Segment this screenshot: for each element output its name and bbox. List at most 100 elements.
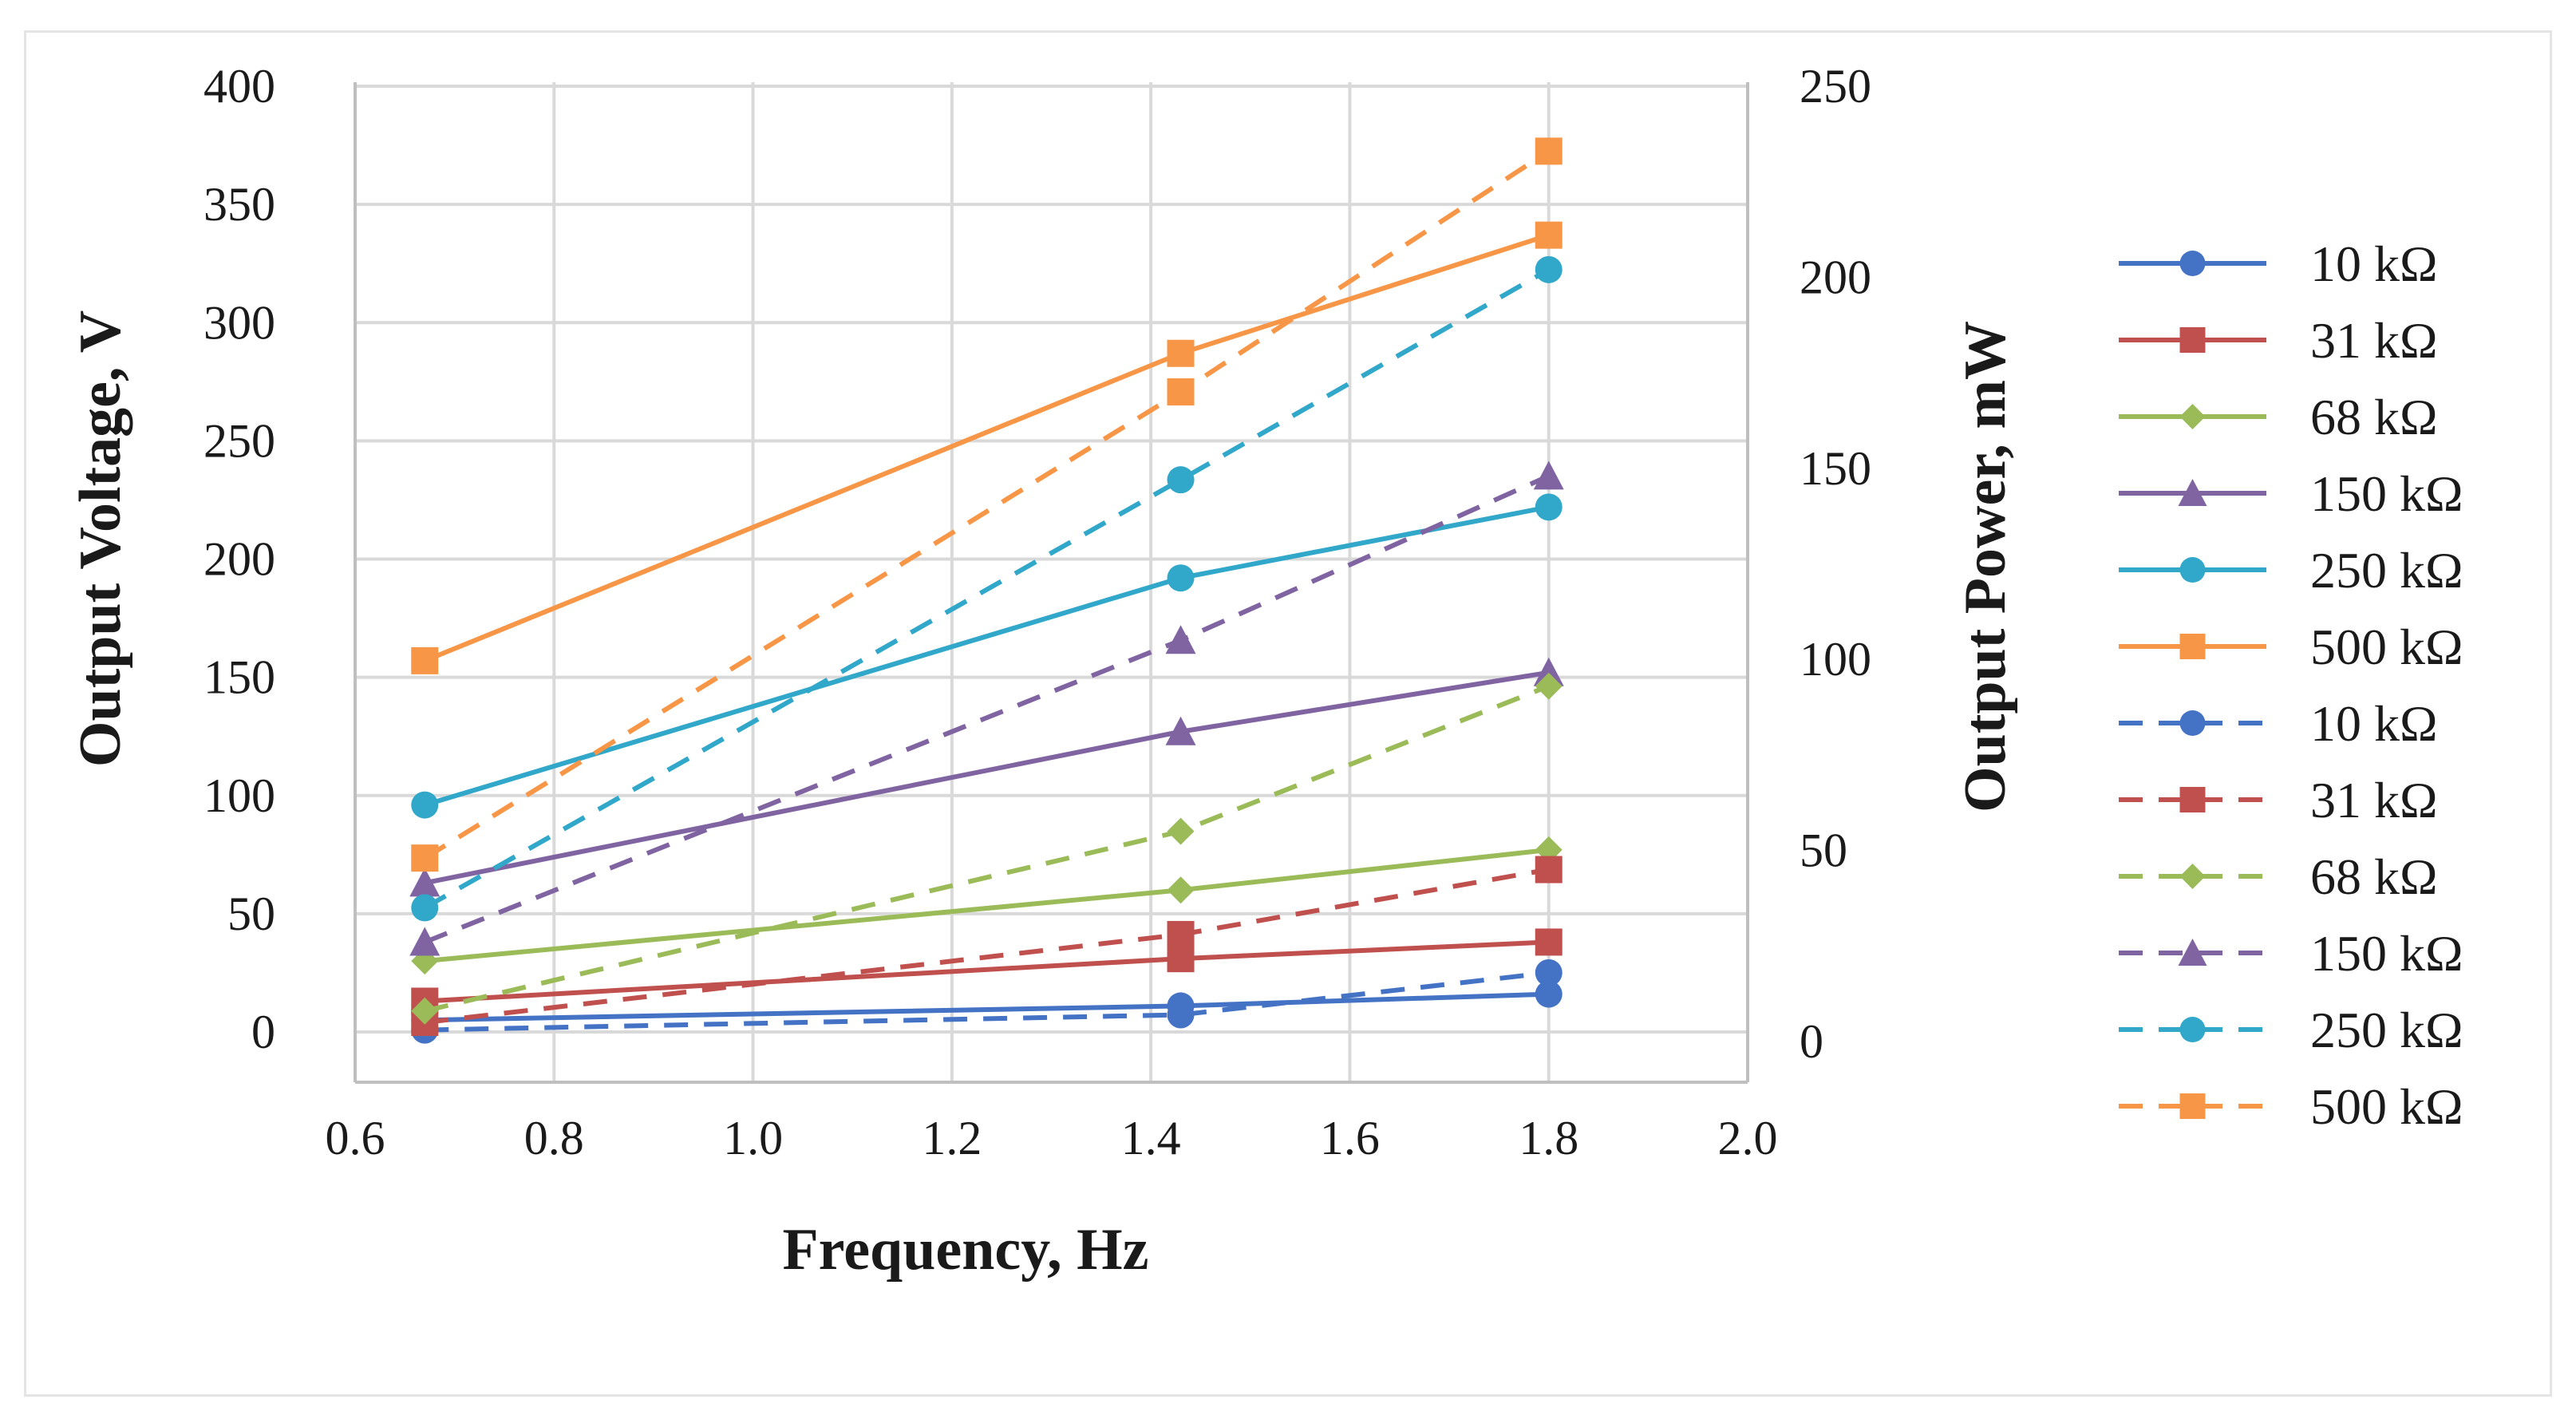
data-point: [1167, 920, 1195, 948]
legend-label: 150 kΩ: [2310, 925, 2463, 982]
legend-label: 10 kΩ: [2310, 235, 2438, 292]
data-point: [411, 894, 439, 922]
legend-entry: 500 kΩ: [2119, 1078, 2463, 1135]
y-tick-label: 350: [203, 178, 275, 231]
legend-swatch-marker: [2179, 327, 2206, 353]
legend-swatch-marker: [2179, 787, 2206, 812]
data-point: [1535, 137, 1563, 165]
legend-swatch-marker: [2179, 1017, 2206, 1042]
series-8: [411, 672, 1563, 1025]
series-line: [423, 267, 1551, 911]
y-axis-title: Output Voltage, V: [68, 310, 133, 767]
x-axis-title: Frequency, Hz: [782, 1217, 1148, 1283]
legend-entry: 250 kΩ: [2119, 542, 2463, 599]
legend-swatch-marker: [2179, 404, 2206, 429]
series-11: [411, 137, 1563, 872]
legend-label: 31 kΩ: [2310, 772, 2438, 828]
series-line: [424, 847, 1550, 964]
data-point: [411, 646, 439, 674]
y-tick-label: 0: [251, 1006, 275, 1058]
legend-entry: 31 kΩ: [2119, 772, 2438, 828]
legend: 10 kΩ 31 kΩ 68 kΩ 150 kΩ 250 kΩ 500 kΩ 10 kΩ 31…: [2119, 235, 2463, 1135]
data-point: [1535, 959, 1563, 986]
axes: 0.6 0.8 1.0 1.2 1.4 1.6 1.8 2.0 0 50 100 150 200 250 3…: [203, 60, 1871, 1164]
x-tick-label: 1.2: [922, 1112, 982, 1164]
legend-swatch-marker: [2178, 479, 2207, 506]
x-tick-label: 1.0: [723, 1112, 783, 1164]
series-line: [425, 991, 1549, 1023]
data-point: [1167, 876, 1195, 904]
legend-entry: 500 kΩ: [2119, 619, 2463, 675]
x-tick-label: 0.6: [326, 1112, 385, 1164]
data-point: [1167, 817, 1195, 845]
data-point: [1535, 980, 1563, 1008]
y-tick-label: 150: [203, 651, 275, 704]
legend-entry: 150 kΩ: [2119, 925, 2463, 982]
legend-label: 68 kΩ: [2310, 389, 2438, 445]
legend-entry: 10 kΩ: [2119, 695, 2438, 752]
y2-tick-label: 150: [1800, 442, 1871, 495]
data-point: [409, 868, 441, 897]
data-point: [411, 844, 439, 872]
y2-tick-label: 50: [1800, 824, 1847, 877]
data-point: [1535, 221, 1563, 249]
data-point: [1167, 1001, 1195, 1029]
legend-label: 500 kΩ: [2310, 619, 2463, 675]
series-line: [425, 970, 1550, 1033]
series-line: [424, 504, 1550, 808]
legend-label: 500 kΩ: [2310, 1078, 2463, 1135]
data-point: [1535, 493, 1563, 521]
x-tick-label: 1.8: [1519, 1112, 1578, 1164]
legend-label: 31 kΩ: [2310, 312, 2438, 369]
series-line: [424, 232, 1550, 663]
data-point: [411, 997, 439, 1025]
y2-tick-label: 200: [1800, 251, 1871, 303]
data-point: [1535, 672, 1563, 700]
series-line: [424, 670, 1550, 886]
y-tick-label: 300: [203, 296, 275, 349]
legend-swatch-marker: [2179, 1093, 2206, 1119]
x-tick-label: 0.8: [524, 1112, 584, 1164]
y2-tick-label: 250: [1800, 60, 1871, 113]
series-5: [411, 221, 1563, 674]
data-point: [409, 927, 441, 956]
y2-axis-title: Output Power, mW: [1953, 321, 2018, 812]
data-point: [1167, 339, 1195, 367]
x-tick-label: 1.4: [1121, 1112, 1181, 1164]
data-point: [1535, 856, 1563, 883]
y2-tick-label: 0: [1800, 1015, 1823, 1068]
data-point: [411, 791, 439, 819]
legend-label: 250 kΩ: [2310, 542, 2463, 599]
legend-entry: 68 kΩ: [2119, 389, 2438, 445]
legend-label: 250 kΩ: [2310, 1002, 2463, 1058]
series-lines: [409, 137, 1564, 1044]
series-7: [411, 856, 1563, 1037]
series-line: [424, 473, 1550, 945]
legend-swatch-marker: [2178, 939, 2207, 966]
x-tick-label: 2.0: [1718, 1112, 1778, 1164]
data-point: [1535, 928, 1563, 956]
legend-entry: 250 kΩ: [2119, 1002, 2463, 1058]
series-3: [409, 657, 1564, 897]
series-2: [411, 836, 1563, 975]
legend-label: 150 kΩ: [2310, 465, 2463, 522]
data-point: [1167, 945, 1195, 973]
series-9: [409, 461, 1564, 956]
legend-entry: 31 kΩ: [2119, 312, 2438, 369]
data-point: [1533, 657, 1564, 686]
data-point: [1533, 461, 1564, 490]
data-point: [1165, 716, 1196, 745]
data-point: [1165, 625, 1196, 654]
legend-swatch-marker: [2179, 557, 2206, 583]
data-point: [1535, 255, 1563, 283]
data-point: [1167, 466, 1195, 494]
legend-entry: 68 kΩ: [2119, 848, 2438, 905]
legend-label: 10 kΩ: [2310, 695, 2438, 752]
y-tick-label: 100: [203, 769, 275, 822]
legend-swatch-marker: [2179, 634, 2206, 659]
y-tick-label: 50: [227, 887, 275, 940]
legend-swatch-marker: [2179, 864, 2206, 889]
series-10: [411, 255, 1563, 922]
legend-label: 68 kΩ: [2310, 848, 2438, 905]
